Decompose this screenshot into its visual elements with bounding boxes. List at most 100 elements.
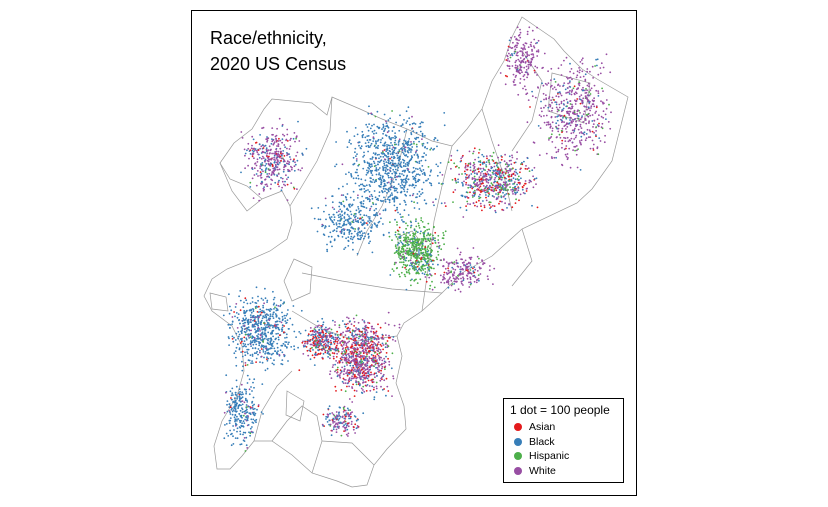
population-dot (347, 317, 350, 320)
population-dot (402, 231, 405, 234)
population-dot (457, 181, 459, 184)
population-dot (371, 130, 374, 133)
population-dot (439, 171, 441, 174)
population-dot (438, 247, 441, 249)
population-dot (347, 245, 350, 247)
population-dot (375, 132, 378, 134)
population-dot (510, 163, 513, 166)
population-dot (261, 328, 263, 331)
population-dot (471, 196, 474, 198)
population-dot (478, 179, 481, 181)
population-dot (355, 381, 357, 384)
population-dot (557, 91, 559, 94)
population-dot (262, 346, 265, 349)
population-dot (499, 161, 502, 164)
population-dot (479, 174, 482, 177)
population-dot (247, 424, 250, 426)
population-dot (241, 137, 244, 139)
population-dot (508, 52, 510, 55)
population-dot (436, 145, 438, 148)
population-dot (579, 98, 582, 101)
population-dot (331, 195, 333, 198)
population-dot (400, 248, 403, 250)
population-dot (265, 349, 268, 351)
population-dot (504, 184, 506, 187)
population-dot (401, 151, 404, 154)
population-dot (565, 98, 568, 101)
population-dot (239, 421, 242, 424)
population-dot (414, 137, 416, 140)
population-dot (262, 187, 265, 190)
population-dot (532, 141, 535, 144)
population-dot (401, 173, 403, 175)
population-dot (472, 150, 475, 153)
population-dot (577, 109, 579, 112)
population-dot (244, 321, 247, 324)
population-dot (379, 176, 382, 179)
population-dot (348, 329, 351, 332)
population-dot (374, 363, 377, 366)
population-dot (349, 210, 352, 213)
population-dot (262, 126, 265, 129)
population-dot (526, 168, 529, 170)
population-dot (418, 261, 421, 264)
population-dot (577, 117, 580, 120)
population-dot (411, 146, 414, 148)
population-dot (238, 399, 241, 402)
population-dot (389, 167, 391, 169)
population-dot (505, 172, 507, 174)
population-dot (283, 301, 285, 304)
population-dot (371, 195, 374, 198)
population-dot (373, 190, 376, 192)
population-dot (537, 49, 540, 51)
population-dot (389, 153, 392, 156)
population-dot (593, 131, 595, 134)
population-dot (430, 255, 432, 258)
population-dot (547, 106, 550, 109)
population-dot (389, 274, 392, 276)
population-dot (387, 155, 390, 158)
population-dot (519, 36, 522, 39)
population-dot (428, 240, 431, 243)
population-dot (578, 71, 581, 74)
population-dot (262, 299, 265, 301)
population-dot (352, 156, 355, 159)
population-dot (255, 149, 258, 152)
population-dot (352, 317, 355, 320)
population-dot (358, 210, 361, 213)
population-dot (500, 196, 503, 199)
population-dot (408, 232, 410, 234)
population-dot (409, 240, 411, 243)
population-dot (404, 275, 407, 278)
population-dot (534, 71, 536, 74)
population-dot (447, 161, 450, 164)
population-dot (245, 299, 248, 302)
population-dot (487, 181, 490, 184)
population-dot (377, 160, 379, 163)
population-dot (368, 209, 371, 212)
population-dot (486, 171, 489, 173)
population-dot (586, 84, 589, 87)
population-dot (451, 179, 454, 181)
population-dot (530, 61, 533, 64)
population-dot (348, 171, 350, 174)
population-dot (389, 170, 392, 173)
population-dot (270, 324, 272, 326)
population-dot (262, 340, 264, 343)
population-dot (401, 179, 404, 182)
population-dot (359, 209, 362, 212)
population-dot (264, 160, 266, 163)
population-dot (485, 164, 487, 166)
population-dot (520, 177, 522, 180)
population-dot (396, 238, 399, 240)
population-dot (375, 141, 377, 143)
population-dot (461, 195, 464, 198)
population-dot (418, 140, 420, 143)
population-dot (605, 53, 608, 56)
population-dot (585, 106, 588, 108)
population-dot (511, 53, 513, 55)
population-dot (394, 147, 397, 149)
population-dot (229, 404, 232, 407)
population-dot (472, 161, 475, 164)
population-dot (495, 164, 498, 167)
